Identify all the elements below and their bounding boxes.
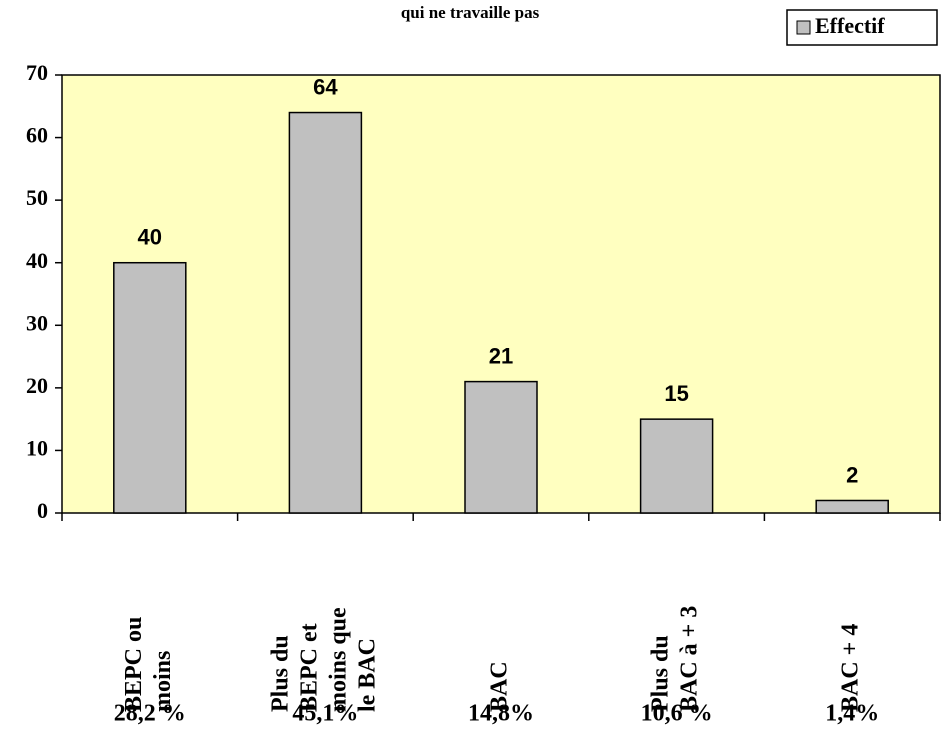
x-tick-label: BAC bbox=[487, 661, 513, 712]
bar bbox=[639, 418, 714, 514]
y-tick-label: 10 bbox=[26, 435, 48, 460]
x-tick-label: Plus du bbox=[267, 635, 293, 712]
legend-box bbox=[786, 9, 938, 46]
y-tick-label: 60 bbox=[26, 123, 48, 148]
x-tick-label: le BAC bbox=[354, 638, 380, 712]
x-tick-label: moins bbox=[150, 651, 176, 712]
bar bbox=[113, 261, 187, 514]
percent-label: 10,6 % bbox=[641, 701, 713, 727]
data-label: 40 bbox=[138, 225, 162, 250]
y-tick-label: 70 bbox=[26, 60, 48, 85]
chart-title: qui ne travaille pas bbox=[401, 3, 540, 22]
data-label: 21 bbox=[489, 343, 513, 368]
y-tick-label: 20 bbox=[26, 373, 48, 398]
bar bbox=[288, 111, 363, 514]
x-tick-label: BAC à + 3 bbox=[677, 606, 703, 712]
y-tick-label: 0 bbox=[37, 498, 48, 523]
bar bbox=[815, 499, 889, 514]
x-tick-label: BAC + 4 bbox=[838, 624, 864, 712]
bar bbox=[464, 380, 538, 514]
legend-label: Effectif bbox=[815, 13, 885, 38]
data-label: 15 bbox=[664, 381, 688, 406]
percent-label: 1,4% bbox=[825, 701, 879, 727]
legend: Effectif bbox=[786, 9, 938, 46]
percent-label: 14,8% bbox=[468, 701, 534, 727]
legend-swatch bbox=[796, 20, 811, 35]
x-tick-label: Plus du bbox=[648, 635, 674, 712]
y-tick-label: 30 bbox=[26, 310, 48, 335]
x-tick-label: moins que bbox=[325, 607, 351, 712]
x-tick-label: BEPC et bbox=[296, 623, 322, 712]
data-label: 64 bbox=[313, 74, 338, 99]
data-label: 2 bbox=[846, 462, 858, 487]
y-tick-label: 40 bbox=[26, 248, 48, 273]
percent-label: 28,2 % bbox=[114, 701, 186, 727]
x-tick-label: BEPC ou bbox=[121, 617, 147, 712]
y-tick-label: 50 bbox=[26, 185, 48, 210]
percent-label: 45,1% bbox=[292, 701, 358, 727]
